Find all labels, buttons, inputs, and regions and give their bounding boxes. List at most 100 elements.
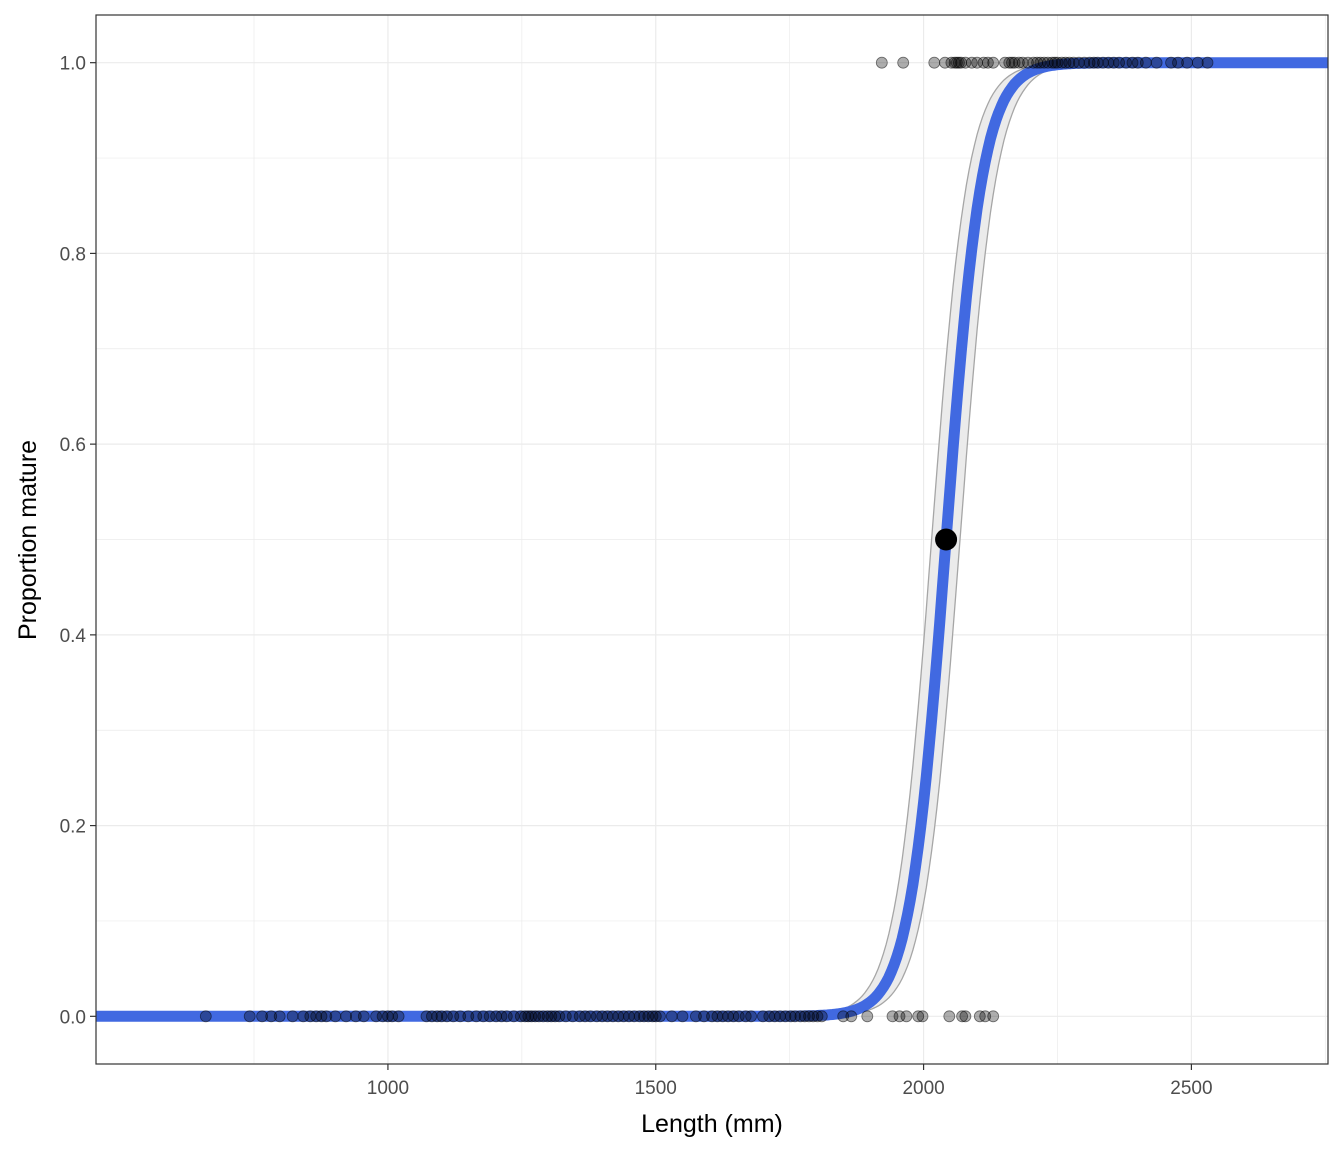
data-point <box>537 1010 550 1023</box>
data-point <box>440 1010 453 1023</box>
data-point <box>454 1010 467 1023</box>
data-point <box>559 1010 572 1023</box>
data-point <box>916 1010 929 1023</box>
data-point <box>273 1010 286 1023</box>
y-tick-label: 0.2 <box>60 817 86 838</box>
data-point <box>845 1010 858 1023</box>
panel-border <box>95 14 1329 1065</box>
x-axis-title: Length (mm) <box>641 1110 783 1138</box>
data-point <box>633 1010 646 1023</box>
y-tick-label: 1.0 <box>60 54 86 75</box>
data-point <box>584 1010 597 1023</box>
data-points-layer <box>199 56 1214 1023</box>
data-point <box>243 1010 256 1023</box>
data-point <box>1131 56 1144 69</box>
data-point <box>912 1010 925 1023</box>
data-point <box>553 1010 566 1023</box>
data-point <box>837 1010 850 1023</box>
data-point <box>286 1010 299 1023</box>
data-point <box>519 1010 531 1023</box>
data-point <box>987 56 1000 69</box>
y-tick-label: 0.6 <box>60 435 86 456</box>
y-tick-label: 0.8 <box>60 244 86 265</box>
data-point <box>297 1010 310 1023</box>
data-point <box>897 56 910 69</box>
x-axis: 1000 1500 2000 2500 <box>367 1064 1213 1099</box>
data-point <box>815 1010 828 1023</box>
x-tick-label: 1000 <box>367 1078 409 1099</box>
data-point <box>1172 56 1184 69</box>
data-point <box>794 1010 807 1023</box>
data-point <box>447 1010 460 1023</box>
data-point <box>357 1010 370 1023</box>
data-point <box>861 1010 874 1023</box>
data-point <box>1088 56 1100 69</box>
data-point <box>959 56 972 69</box>
data-point <box>545 1010 558 1023</box>
data-point <box>1013 56 1025 69</box>
data-point <box>886 1010 899 1023</box>
data-point <box>340 1010 353 1023</box>
data-point <box>329 1010 342 1023</box>
data-point <box>956 1010 968 1023</box>
data-point <box>1191 56 1204 69</box>
l50-point <box>935 528 958 551</box>
data-point <box>939 56 951 69</box>
data-point <box>875 56 888 69</box>
data-point <box>999 56 1011 69</box>
data-point <box>1165 56 1177 69</box>
data-point <box>1113 56 1125 69</box>
data-point <box>977 56 990 69</box>
data-point <box>1051 56 1064 69</box>
data-point <box>943 1010 956 1023</box>
data-point <box>1059 56 1072 69</box>
data-point <box>928 56 941 69</box>
data-point <box>638 1010 650 1023</box>
data-point <box>392 1010 405 1023</box>
data-point <box>500 1010 513 1023</box>
data-point <box>987 1010 1000 1023</box>
data-point <box>803 1010 815 1023</box>
data-point <box>315 1010 328 1023</box>
y-tick-label: 0.4 <box>60 626 87 647</box>
data-point <box>959 1010 972 1023</box>
data-point <box>349 1010 362 1023</box>
data-point <box>370 1010 383 1023</box>
data-point <box>807 1010 820 1023</box>
data-point <box>811 1010 824 1023</box>
data-point <box>798 1010 811 1023</box>
data-point <box>386 1010 399 1023</box>
data-point <box>1008 56 1021 69</box>
data-point <box>431 1010 444 1023</box>
data-point <box>698 1010 710 1023</box>
l50-marker-layer <box>935 528 958 551</box>
data-point <box>199 1010 212 1023</box>
data-point <box>654 1010 666 1023</box>
data-point <box>462 1010 475 1023</box>
data-point <box>533 1010 545 1023</box>
data-point <box>665 1010 678 1023</box>
x-tick-label: 2500 <box>1170 1078 1212 1099</box>
y-axis-title: Proportion mature <box>14 440 42 640</box>
x-tick-label: 1500 <box>635 1078 677 1099</box>
data-point <box>784 1010 797 1023</box>
y-tick-label: 0.0 <box>60 1007 86 1028</box>
data-point <box>265 1010 278 1023</box>
data-point <box>566 1010 579 1023</box>
data-point <box>1120 56 1132 69</box>
data-point <box>1140 56 1152 69</box>
data-point <box>979 1010 992 1023</box>
data-point <box>690 1010 702 1023</box>
data-point <box>256 1010 269 1023</box>
y-axis: 0.0 0.2 0.4 0.6 0.8 1.0 <box>60 54 96 1028</box>
data-point <box>900 1010 913 1023</box>
data-point <box>732 1010 745 1023</box>
data-point <box>470 1010 483 1023</box>
data-point <box>745 1010 757 1023</box>
x-tick-label: 2000 <box>902 1078 944 1099</box>
data-point <box>676 1010 689 1023</box>
data-point <box>649 1010 662 1023</box>
data-point <box>529 1010 542 1023</box>
